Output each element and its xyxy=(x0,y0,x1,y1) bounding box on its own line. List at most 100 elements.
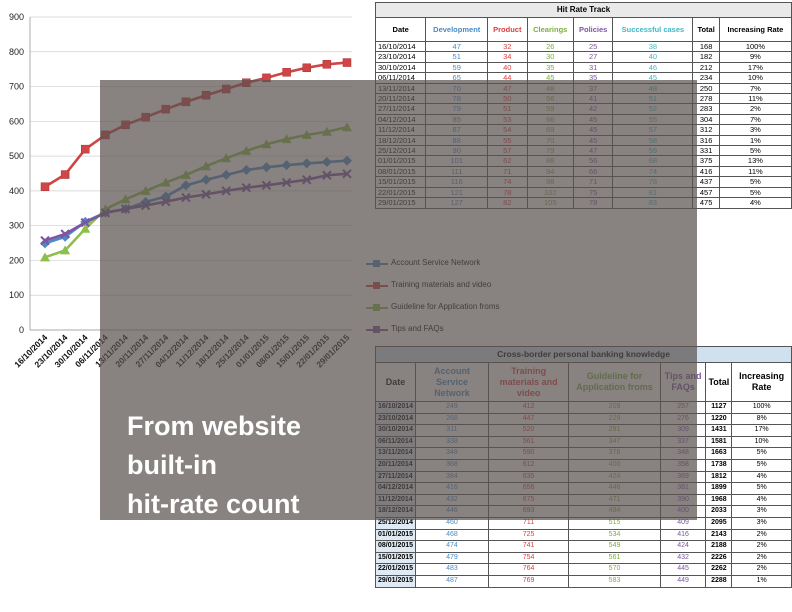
column-header: Clearings xyxy=(526,17,574,42)
table-cell: 9% xyxy=(718,51,792,63)
table-cell: 1% xyxy=(731,574,792,588)
table-cell: 27 xyxy=(572,51,614,63)
column-header: Successful cases xyxy=(612,17,694,42)
column-header: Product xyxy=(487,17,528,42)
table-cell: 08/01/2015 xyxy=(374,540,417,553)
table-row: 29/01/2015 487 769 583 449 2288 1% xyxy=(374,574,792,588)
y-tick-label: 300 xyxy=(9,221,24,231)
table-cell: 2143 xyxy=(705,528,733,542)
table-cell: 51 xyxy=(425,51,489,63)
column-header: Development xyxy=(425,17,489,42)
table-cell: 15/01/2015 xyxy=(374,551,417,565)
y-tick-label: 400 xyxy=(9,186,24,196)
data-point xyxy=(80,223,91,233)
table-cell: 34 xyxy=(487,51,528,63)
table-cell: 1581 xyxy=(705,435,733,449)
table-cell: 01/01/2015 xyxy=(374,528,417,542)
table-cell: 468 xyxy=(415,528,489,542)
table-cell: 449 xyxy=(659,574,707,588)
table-cell: 168 xyxy=(692,40,720,53)
table-cell: 38 xyxy=(612,40,694,53)
table-cell: 432 xyxy=(659,551,707,565)
table-cell: 3% xyxy=(718,124,792,136)
table-cell: 212 xyxy=(692,61,720,74)
dark-overlay xyxy=(100,80,697,520)
column-header: Total xyxy=(692,17,720,42)
table-cell: 5% xyxy=(731,447,792,460)
table-cell: 474 xyxy=(415,540,489,553)
table-cell: 3% xyxy=(731,505,792,518)
table-row: 23/10/2014 51 34 30 27 40 182 9% xyxy=(374,51,792,63)
table-cell: 5% xyxy=(718,145,792,157)
table-cell: 17% xyxy=(718,61,792,74)
table-cell: 17% xyxy=(731,424,792,437)
table-cell: 2% xyxy=(731,528,792,542)
table-cell: 583 xyxy=(568,574,661,588)
table-cell: 10% xyxy=(718,72,792,84)
table-cell: 741 xyxy=(487,540,570,553)
table-cell: 2188 xyxy=(705,540,733,553)
data-point xyxy=(282,68,291,77)
table-row: 08/01/2015 474 741 549 424 2188 2% xyxy=(374,540,792,553)
table-cell: 1812 xyxy=(705,470,733,484)
y-tick-label: 900 xyxy=(9,12,24,22)
table-cell: 11% xyxy=(718,165,792,178)
table-cell: 40 xyxy=(612,51,694,63)
column-header: Policies xyxy=(572,17,614,42)
table-cell: 2226 xyxy=(705,551,733,565)
table-cell: 570 xyxy=(568,563,661,576)
data-point xyxy=(40,235,50,246)
table-cell: 1663 xyxy=(705,447,733,460)
table-cell: 769 xyxy=(487,574,570,588)
table-cell: 5% xyxy=(731,482,792,495)
table-cell: 32 xyxy=(487,40,528,53)
table-cell: 100% xyxy=(731,401,792,414)
table-cell: 725 xyxy=(487,528,570,542)
table-cell: 1% xyxy=(718,134,792,147)
table-cell: 2033 xyxy=(705,505,733,518)
table-cell: 424 xyxy=(659,540,707,553)
table-cell: 549 xyxy=(568,540,661,553)
table-cell: 30 xyxy=(526,51,574,63)
table-cell: 22/01/2015 xyxy=(374,563,417,576)
table-cell: 2% xyxy=(718,103,792,115)
y-tick-label: 200 xyxy=(9,255,24,265)
table-cell: 8% xyxy=(731,412,792,426)
table-cell: 2% xyxy=(731,540,792,553)
column-header: Total xyxy=(705,362,733,402)
y-tick-label: 500 xyxy=(9,151,24,161)
table-cell: 1220 xyxy=(705,412,733,426)
table-cell: 487 xyxy=(415,574,489,588)
table-cell: 2095 xyxy=(705,516,733,530)
table-cell: 1431 xyxy=(705,424,733,437)
table-cell: 2288 xyxy=(705,574,733,588)
table-cell: 445 xyxy=(659,563,707,576)
table-cell: 483 xyxy=(415,563,489,576)
table-cell: 13% xyxy=(718,155,792,167)
table-cell: 561 xyxy=(568,551,661,565)
data-point xyxy=(80,217,90,228)
table-row: 30/10/2014 59 40 35 31 46 212 17% xyxy=(374,61,792,74)
table-cell: 23/10/2014 xyxy=(374,51,427,63)
table-cell: 754 xyxy=(487,551,570,565)
table-cell: 764 xyxy=(487,563,570,576)
table-cell: 59 xyxy=(425,61,489,74)
table-row: 22/01/2015 483 764 570 445 2262 2% xyxy=(374,563,792,576)
table-cell: 11% xyxy=(718,93,792,105)
table-cell: 711 xyxy=(487,516,570,530)
table-cell: 10% xyxy=(731,435,792,449)
table-cell: 479 xyxy=(415,551,489,565)
table-cell: 31 xyxy=(572,61,614,74)
table-cell: 1968 xyxy=(705,493,733,507)
data-point xyxy=(60,245,71,255)
table-cell: 2% xyxy=(731,563,792,576)
table-row: 15/01/2015 479 754 561 432 2226 2% xyxy=(374,551,792,565)
table-cell: 5% xyxy=(718,186,792,199)
table-cell: 182 xyxy=(692,51,720,63)
overlay-line: From website xyxy=(127,411,302,441)
table-row: 16/10/2014 47 32 26 25 38 168 100% xyxy=(374,40,792,53)
y-tick-label: 800 xyxy=(9,47,24,57)
table-cell: 7% xyxy=(718,82,792,95)
data-point xyxy=(302,63,311,73)
overlay-line: hit-rate count xyxy=(127,489,300,519)
